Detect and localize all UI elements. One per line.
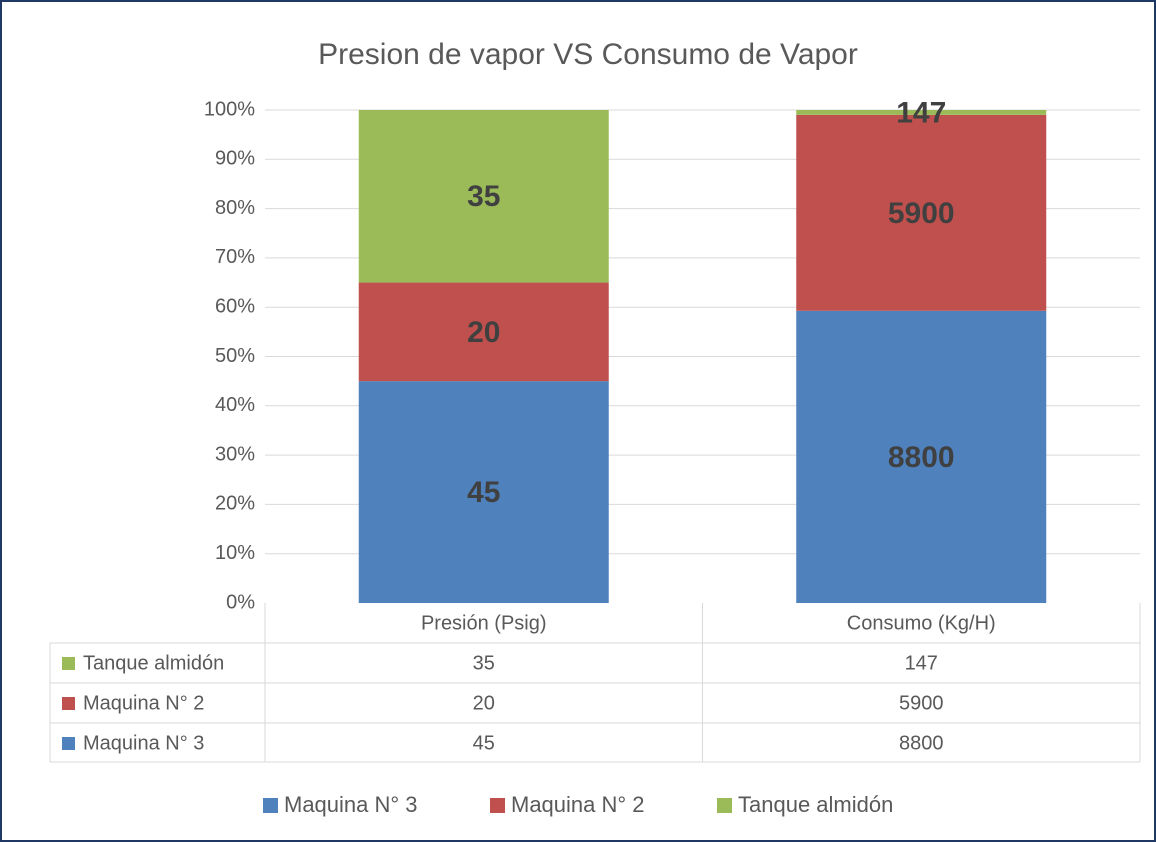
y-tick-label: 80%	[215, 197, 255, 219]
y-tick-label: 60%	[215, 295, 255, 317]
data-label: 147	[896, 96, 946, 129]
table-cell: 8800	[899, 732, 944, 754]
legend-key	[490, 798, 505, 813]
table-cell: 20	[473, 692, 495, 714]
y-tick-label: 0%	[226, 591, 255, 613]
data-label: 5900	[888, 197, 955, 230]
table-cell: 147	[905, 652, 938, 674]
y-tick-label: 40%	[215, 394, 255, 416]
chart-title: Presion de vapor VS Consumo de Vapor	[318, 38, 858, 71]
bar-segment	[796, 310, 1047, 603]
y-tick-label: 10%	[215, 542, 255, 564]
table-legend-key	[62, 657, 75, 670]
y-tick-label: 20%	[215, 493, 255, 515]
table-cell: 35	[473, 652, 495, 674]
y-tick-label: 90%	[215, 148, 255, 170]
legend-key	[263, 798, 278, 813]
data-label: 8800	[888, 441, 955, 474]
table-row-label: Maquina N° 2	[83, 692, 204, 714]
bar-segment	[358, 282, 609, 382]
data-label: 35	[467, 180, 500, 213]
table-row-label: Tanque almidón	[83, 652, 224, 674]
data-label: 20	[467, 316, 500, 349]
table-row-label: Maquina N° 3	[83, 732, 204, 754]
bar-segment	[358, 110, 609, 283]
legend-label: Tanque almidón	[738, 792, 893, 817]
bar-segment	[358, 381, 609, 603]
y-tick-label: 30%	[215, 443, 255, 465]
bar-segment	[796, 114, 1047, 311]
legend-key	[717, 798, 732, 813]
table-cell: 45	[473, 732, 495, 754]
data-label: 45	[467, 476, 500, 509]
x-tick-label: Presión (Psig)	[421, 612, 547, 634]
legend-label: Maquina N° 2	[511, 792, 645, 817]
bar-segment	[796, 110, 1047, 115]
y-tick-label: 70%	[215, 246, 255, 268]
y-tick-label: 50%	[215, 345, 255, 367]
table-legend-key	[62, 697, 75, 710]
table-cell: 5900	[899, 692, 944, 714]
x-tick-label: Consumo (Kg/H)	[847, 612, 996, 634]
table-legend-key	[62, 737, 75, 750]
y-tick-label: 100%	[204, 98, 255, 120]
legend-label: Maquina N° 3	[284, 792, 418, 817]
